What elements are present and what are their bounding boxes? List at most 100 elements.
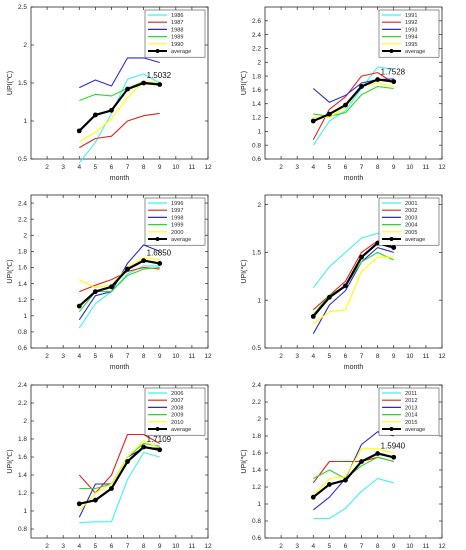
y-tick-label: 1.4 [18, 281, 27, 288]
legend-label: 1996 [171, 201, 183, 207]
average-point [326, 294, 332, 300]
y-tick-label: 0.8 [18, 526, 27, 533]
series-line-2004 [312, 251, 394, 315]
x-tick-label: 9 [392, 353, 396, 360]
chart-panel-3: 2 3 4 5 6 7 8 9 10 11 12 0.6 0.8 1 1.2 1.4 1.6 1.8 2 2.2 2.4… [7, 194, 212, 371]
chart-panel-2: 2 3 4 5 6 7 8 9 10 11 12 0.6 0.8 1 1.2 1.4 1.6 1.8 2 2.2 2.4… [241, 6, 446, 182]
x-axis-label: month [344, 175, 364, 182]
y-tick-label: 1.2 [252, 115, 261, 122]
x-tick-label: 10 [172, 164, 180, 171]
chart-panel-5: 234567891011120.811.21.41.61.822.22.4mon… [7, 382, 212, 550]
y-tick-label: 0.6 [252, 535, 261, 542]
x-tick-label: 12 [438, 543, 446, 550]
x-tick-label: 3 [61, 164, 65, 171]
x-tick-label: 7 [360, 543, 364, 550]
x-tick-label: 11 [189, 353, 196, 360]
average-point [92, 289, 98, 295]
y-tick-label: 1.2 [18, 297, 27, 304]
legend-label: 1989 [171, 35, 183, 41]
average-point [109, 107, 114, 113]
x-tick-label: 7 [126, 164, 130, 171]
x-tick-label: 11 [423, 353, 430, 360]
y-axis-label: UPI(℃) [7, 449, 14, 473]
average-point [359, 84, 364, 89]
y-tick-label: 1.6 [252, 87, 261, 94]
average-point [141, 258, 147, 264]
legend-label: 2011 [405, 391, 417, 397]
y-tick-label: 1.5 [252, 250, 261, 257]
series-line-1991 [312, 66, 394, 146]
x-tick-label: 6 [110, 353, 114, 360]
average-point [76, 501, 82, 507]
legend-label: 2012 [405, 398, 417, 404]
legend-label: 2009 [171, 413, 183, 419]
legend-marker [155, 49, 160, 53]
series-line-1986 [78, 73, 160, 164]
legend-label: 1991 [405, 13, 417, 19]
legend [144, 197, 206, 246]
legend-label: 1998 [171, 215, 183, 221]
x-tick-label: 2 [279, 164, 283, 171]
legend-label: 1986 [171, 13, 183, 19]
legend [378, 197, 440, 246]
x-tick-label: 5 [328, 353, 332, 360]
legend-label: 2015 [405, 420, 417, 426]
series-line-average [312, 78, 394, 123]
y-tick-label: 0.8 [18, 329, 27, 336]
x-tick-label: 3 [61, 353, 65, 360]
legend [144, 9, 206, 58]
average-point [157, 447, 163, 453]
peak-annotation: 1.6850 [147, 249, 172, 258]
x-tick-label: 8 [142, 164, 146, 171]
series-line-average [78, 81, 160, 132]
x-tick-label: 5 [94, 164, 98, 171]
series-line-2005 [312, 256, 394, 325]
y-tick-label: 2.2 [18, 216, 27, 223]
chart-panel-6: 2 3 4 5 6 7 8 9 10 11 12 0.6 0.8 1 1.2 1.4 1.6 1.8 2 2.2 2.4… [241, 382, 446, 550]
series-line-average [79, 445, 160, 505]
x-tick-label: 11 [189, 543, 196, 550]
average-point [359, 459, 364, 464]
x-tick-label: 2 [45, 543, 49, 550]
x-tick-label: 4 [77, 164, 81, 171]
x-tick-label: 7 [126, 543, 130, 550]
average-point [76, 128, 82, 134]
x-tick-label: 9 [158, 164, 162, 171]
x-tick-label: 5 [94, 353, 98, 360]
x-tick-label: 6 [344, 164, 348, 171]
x-tick-label: 10 [406, 543, 414, 550]
y-tick-label: 2.2 [252, 399, 261, 406]
legend-label: average [171, 427, 191, 433]
x-tick-label: 4 [311, 543, 315, 550]
x-tick-label: 7 [360, 353, 364, 360]
x-axis-label: month [344, 364, 364, 371]
average-point [391, 79, 397, 85]
average-point [109, 284, 114, 290]
y-tick-label: 1.8 [252, 433, 261, 440]
x-tick-label: 3 [61, 543, 65, 550]
legend [144, 387, 206, 436]
average-point [125, 266, 130, 272]
average-point [157, 82, 163, 87]
x-tick-label: 4 [77, 353, 81, 360]
x-tick-label: 2 [45, 353, 49, 360]
x-tick-label: 7 [126, 353, 130, 360]
y-tick-label: 1.2 [18, 490, 27, 497]
y-tick-label: 2 [23, 418, 27, 425]
average-point [310, 118, 316, 124]
series-line-average [312, 452, 394, 499]
legend-marker [155, 427, 160, 431]
average-point [359, 254, 364, 260]
y-axis-label: UPI(℃) [7, 71, 14, 95]
series-line-1996 [78, 265, 160, 329]
legend-label: 2002 [405, 208, 417, 214]
legend-label: average [171, 49, 191, 55]
y-tick-label: 2 [23, 232, 27, 239]
x-tick-label: 5 [328, 543, 332, 550]
x-tick-label: 2 [279, 543, 283, 550]
x-tick-label: 12 [204, 543, 212, 550]
y-tick-label: 1 [23, 508, 27, 515]
y-tick-label: 2 [257, 59, 261, 66]
x-tick-label: 12 [438, 353, 446, 360]
